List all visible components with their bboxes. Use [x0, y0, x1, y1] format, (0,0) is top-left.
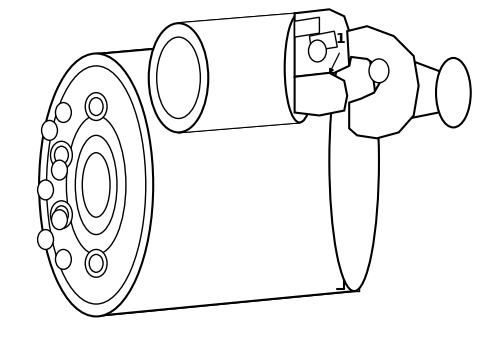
Ellipse shape	[284, 13, 314, 122]
Ellipse shape	[51, 160, 67, 180]
Ellipse shape	[38, 230, 53, 249]
Polygon shape	[294, 73, 346, 116]
Ellipse shape	[156, 37, 200, 118]
Ellipse shape	[38, 180, 53, 200]
Ellipse shape	[39, 54, 153, 316]
Ellipse shape	[75, 135, 117, 235]
Polygon shape	[346, 26, 418, 138]
Ellipse shape	[85, 93, 107, 121]
Ellipse shape	[41, 121, 57, 140]
Ellipse shape	[46, 66, 145, 304]
Polygon shape	[376, 56, 452, 122]
Ellipse shape	[89, 255, 103, 272]
Ellipse shape	[50, 201, 72, 229]
Polygon shape	[294, 9, 348, 77]
Polygon shape	[294, 17, 319, 37]
Ellipse shape	[55, 249, 71, 269]
Ellipse shape	[55, 103, 71, 122]
Ellipse shape	[51, 210, 67, 230]
Ellipse shape	[435, 58, 470, 127]
Polygon shape	[96, 31, 353, 316]
Ellipse shape	[308, 40, 325, 62]
Polygon shape	[178, 13, 299, 132]
Ellipse shape	[66, 116, 126, 255]
Ellipse shape	[368, 59, 388, 83]
Ellipse shape	[85, 249, 107, 277]
Ellipse shape	[89, 98, 103, 116]
Ellipse shape	[328, 31, 378, 291]
Ellipse shape	[148, 23, 208, 132]
Ellipse shape	[54, 146, 68, 164]
Text: 1: 1	[335, 32, 345, 46]
Polygon shape	[309, 31, 337, 51]
Ellipse shape	[54, 206, 68, 224]
Ellipse shape	[50, 141, 72, 169]
Ellipse shape	[82, 153, 110, 217]
